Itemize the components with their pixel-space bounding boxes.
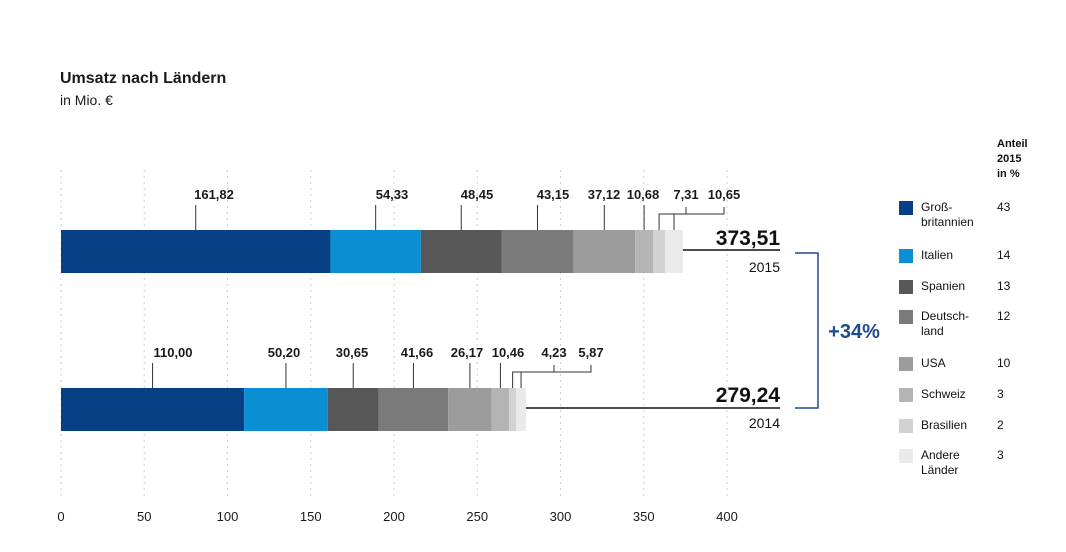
x-tick-label: 0: [57, 509, 64, 524]
legend-label-3: land: [921, 324, 944, 338]
bar-segment-2014-5: [491, 388, 510, 431]
legend-share-5: 3: [997, 387, 1004, 401]
data-label-2015-2: 48,45: [461, 187, 494, 202]
legend-share-3: 12: [997, 309, 1011, 323]
leader-line: [673, 207, 725, 230]
leader-line: [658, 207, 687, 230]
data-label-2014-4: 26,17: [451, 345, 484, 360]
legend-label-1: Italien: [921, 248, 953, 262]
data-label-2015-4: 37,12: [588, 187, 621, 202]
legend-label-5: Schweiz: [921, 387, 966, 401]
growth-bracket: [795, 252, 819, 409]
legend-header: 2015: [997, 153, 1021, 165]
data-label-2014-1: 50,20: [268, 345, 301, 360]
growth-label: +34%: [828, 321, 880, 343]
bar-segment-2015-4: [573, 230, 636, 273]
data-label-2014-6: 4,23: [541, 345, 566, 360]
bar-segment-2015-1: [330, 230, 421, 273]
bar-segment-2015-6: [652, 230, 666, 273]
data-label-2015-0: 161,82: [194, 187, 234, 202]
x-tick-label: 250: [466, 509, 488, 524]
legend-label-0: britannien: [921, 215, 974, 229]
legend-label-7: Andere: [921, 448, 960, 462]
legend-label-4: USA: [921, 356, 946, 370]
legend-swatch-2: [899, 280, 913, 294]
bar-segment-2014-1: [244, 388, 328, 431]
legend-share-0: 43: [997, 200, 1011, 214]
bar-segment-2014-2: [327, 388, 379, 431]
bar-segment-2014-6: [509, 388, 517, 431]
legend-label-6: Brasilien: [921, 418, 967, 432]
bar-segment-2015-7: [665, 230, 683, 273]
legend-label-2: Spanien: [921, 279, 965, 293]
bar-segment-2015-5: [635, 230, 653, 273]
x-tick-label: 100: [217, 509, 239, 524]
legend-swatch-0: [899, 201, 913, 215]
data-label-2015-5: 10,68: [627, 187, 660, 202]
bar-segment-2015-0: [61, 230, 331, 273]
year-2015: 2015: [749, 259, 780, 275]
legend-share-7: 3: [997, 448, 1004, 462]
data-label-2014-5: 10,46: [492, 345, 525, 360]
chart-title: Umsatz nach Ländern: [60, 70, 227, 87]
x-tick-label: 200: [383, 509, 405, 524]
x-tick-label: 150: [300, 509, 322, 524]
legend-label-0: Groß-: [921, 200, 952, 214]
data-label-2015-1: 54,33: [376, 187, 409, 202]
x-tick-label: 50: [137, 509, 151, 524]
bar-segment-2015-2: [420, 230, 502, 273]
total-2015: 373,51: [716, 227, 781, 250]
legend-swatch-7: [899, 449, 913, 463]
data-label-2015-3: 43,15: [537, 187, 570, 202]
data-label-2015-7: 10,65: [708, 187, 741, 202]
legend-share-4: 10: [997, 356, 1011, 370]
legend-swatch-4: [899, 357, 913, 371]
legend-share-2: 13: [997, 279, 1011, 293]
legend-swatch-6: [899, 419, 913, 433]
legend-header: in %: [997, 168, 1020, 180]
legend-swatch-1: [899, 249, 913, 263]
data-label-2014-7: 5,87: [578, 345, 603, 360]
data-label-2015-6: 7,31: [673, 187, 698, 202]
legend-share-1: 14: [997, 248, 1011, 262]
legend-label-7: Länder: [921, 463, 958, 477]
data-label-2014-3: 41,66: [401, 345, 434, 360]
legend-swatch-5: [899, 388, 913, 402]
bar-segment-2014-7: [516, 388, 526, 431]
legend-share-6: 2: [997, 418, 1004, 432]
legend-swatch-3: [899, 310, 913, 324]
leader-line: [512, 365, 555, 388]
bar-segment-2014-3: [378, 388, 449, 431]
x-tick-label: 300: [550, 509, 572, 524]
bar-segment-2014-0: [61, 388, 245, 431]
data-label-2014-0: 110,00: [153, 345, 192, 360]
year-2014: 2014: [749, 415, 780, 431]
data-label-2014-2: 30,65: [336, 345, 369, 360]
legend-label-3: Deutsch-: [921, 309, 969, 323]
x-tick-label: 400: [716, 509, 738, 524]
legend-header: Anteil: [997, 138, 1028, 150]
chart-subtitle: in Mio. €: [60, 92, 113, 108]
bar-segment-2014-4: [448, 388, 492, 431]
total-2014: 279,24: [716, 384, 781, 407]
bar-segment-2015-3: [501, 230, 574, 273]
leader-line: [520, 365, 592, 388]
x-tick-label: 350: [633, 509, 655, 524]
